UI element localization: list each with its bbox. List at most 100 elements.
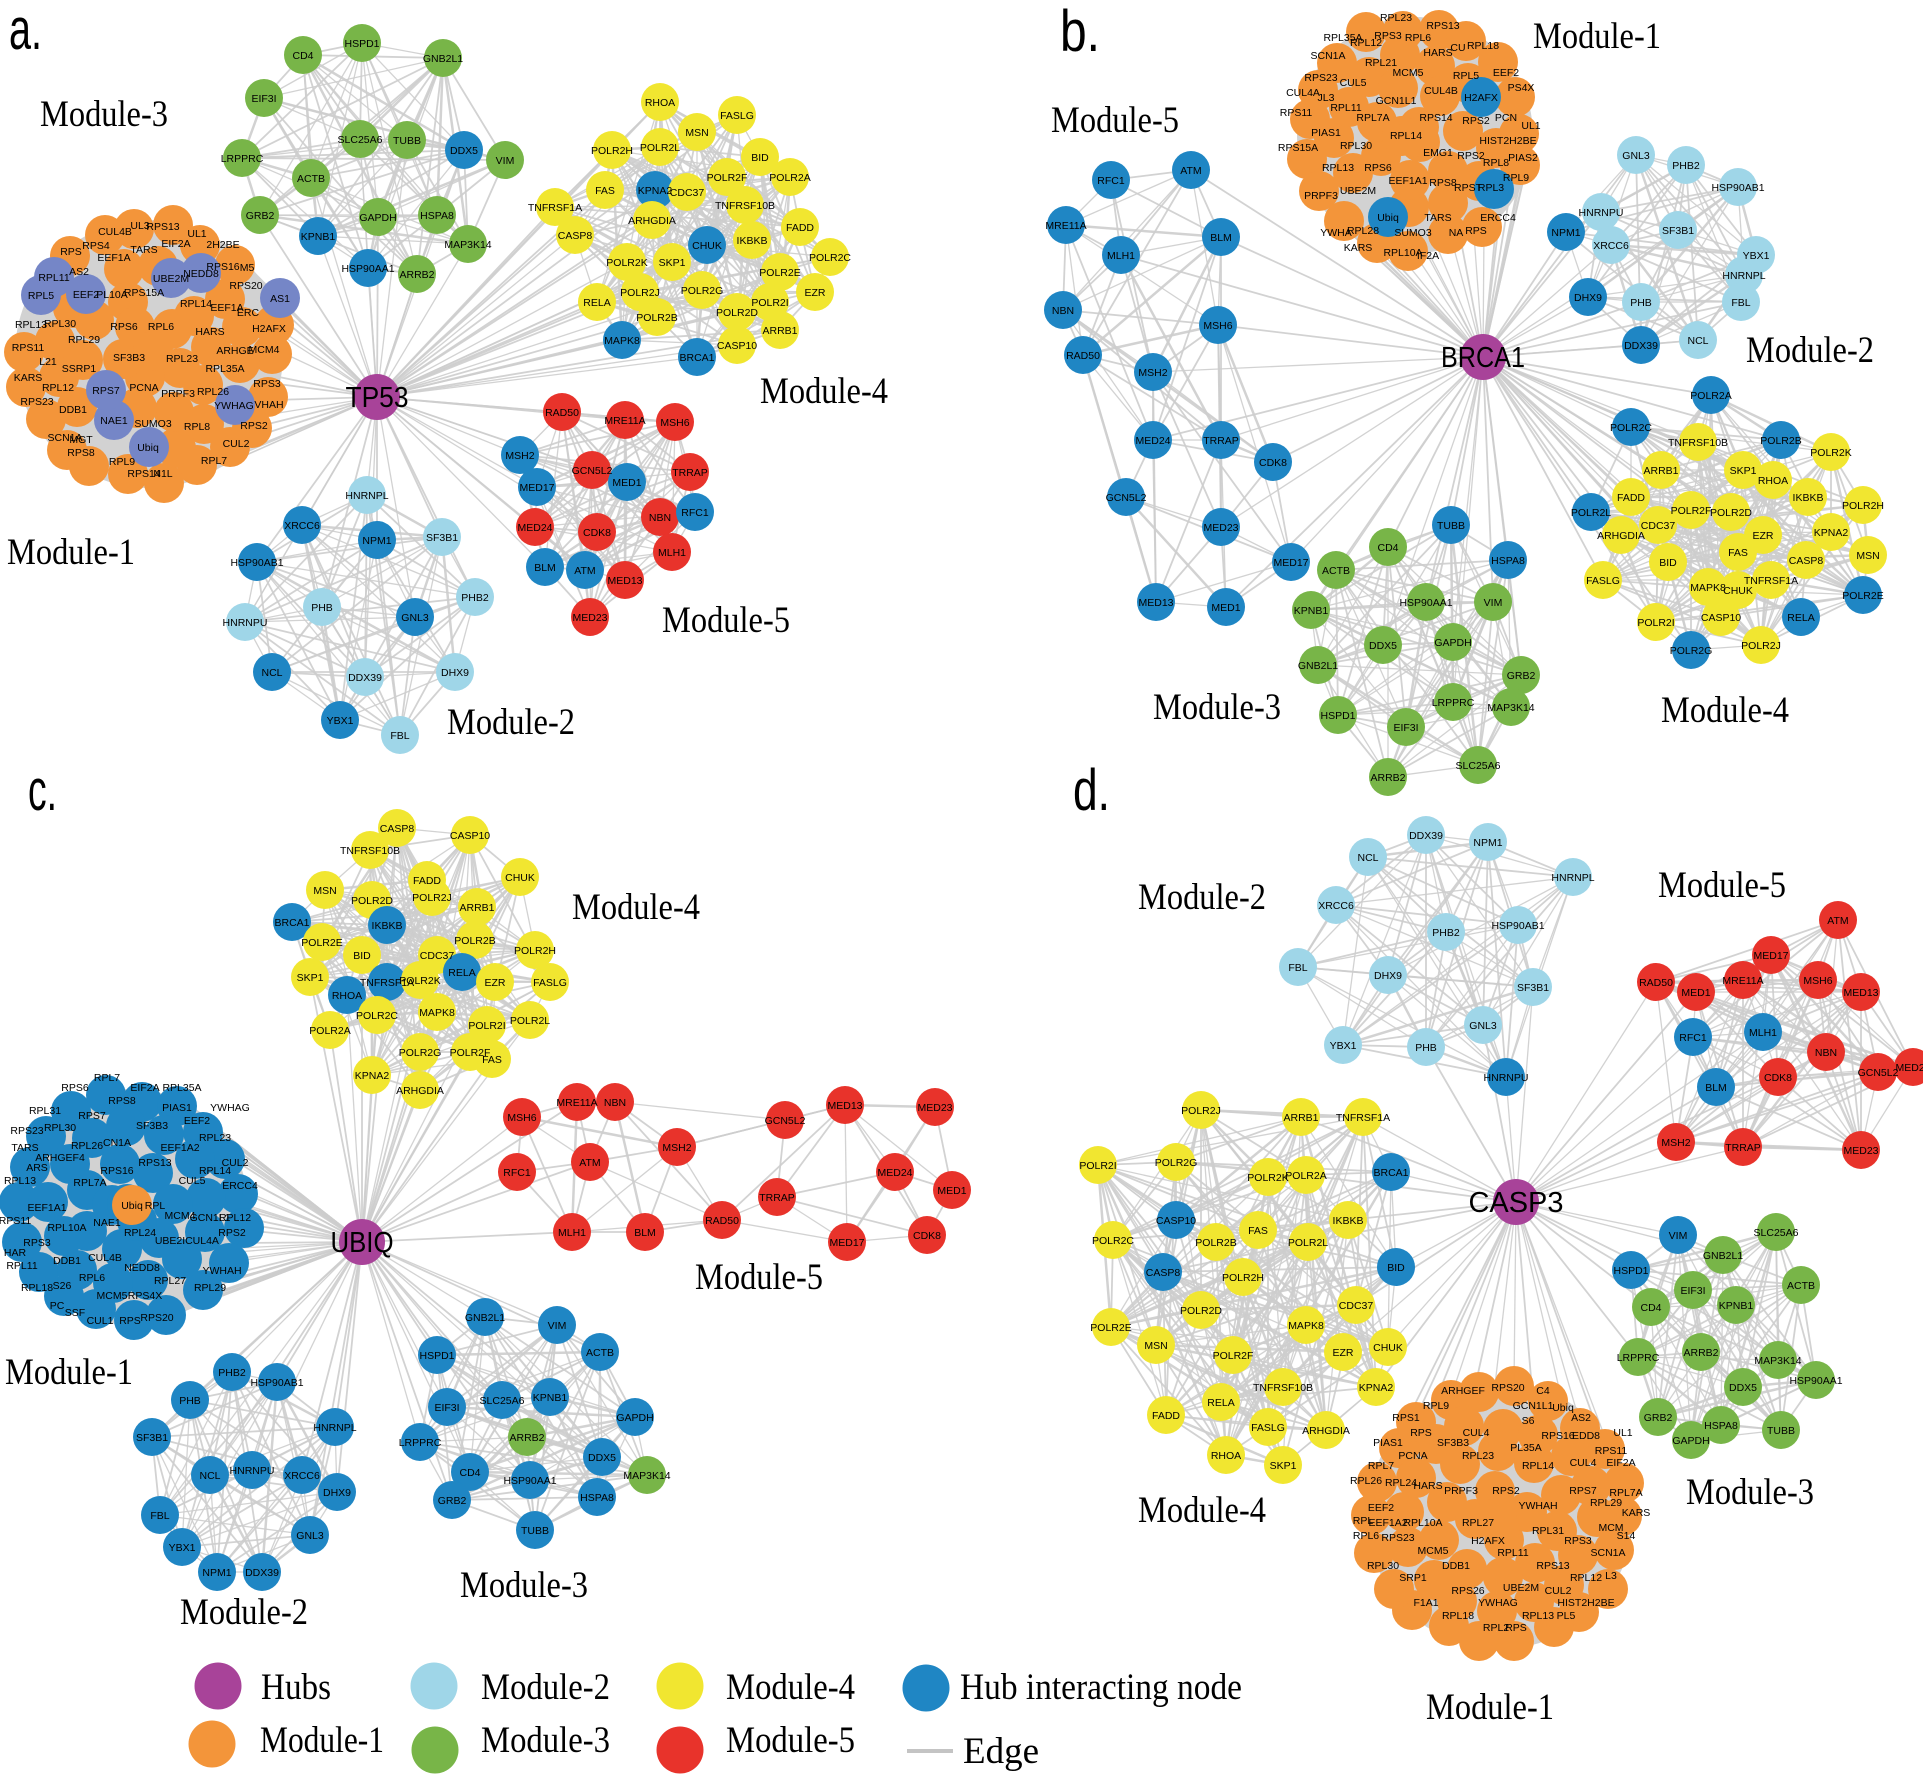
svg-text:POLR2G: POLR2G: [681, 285, 724, 297]
svg-text:MED17: MED17: [829, 1237, 864, 1249]
svg-text:POLR2F: POLR2F: [1213, 1350, 1254, 1362]
svg-text:AS1: AS1: [270, 293, 290, 305]
svg-text:HSP90AA1: HSP90AA1: [341, 263, 394, 275]
svg-text:PL5: PL5: [1557, 1610, 1576, 1622]
svg-text:SUMO3: SUMO3: [1394, 227, 1432, 239]
svg-text:HSPD1: HSPD1: [344, 38, 379, 50]
svg-text:NPM1: NPM1: [1473, 837, 1502, 849]
svg-text:MED1: MED1: [612, 477, 641, 489]
svg-text:VIM: VIM: [548, 1320, 567, 1332]
svg-text:GRB2: GRB2: [1644, 1412, 1673, 1424]
svg-text:GNB2L1: GNB2L1: [1298, 660, 1338, 672]
svg-text:RPS13: RPS13: [138, 1157, 171, 1169]
svg-text:MSH2: MSH2: [505, 450, 534, 462]
svg-text:S14: S14: [1617, 1530, 1636, 1542]
svg-text:HSPA8: HSPA8: [580, 1492, 614, 1504]
svg-text:Module-1: Module-1: [5, 1352, 133, 1393]
svg-text:CDK8: CDK8: [1259, 457, 1287, 469]
svg-text:CDC37: CDC37: [670, 187, 705, 199]
svg-text:SLC25A6: SLC25A6: [1754, 1227, 1799, 1239]
svg-text:EEF2: EEF2: [73, 289, 99, 301]
svg-text:RPL23: RPL23: [1380, 12, 1412, 24]
svg-text:DDX39: DDX39: [1624, 340, 1658, 352]
svg-text:BLM: BLM: [1705, 1082, 1727, 1094]
svg-text:NPM1: NPM1: [202, 1567, 231, 1579]
svg-text:RPL13: RPL13: [15, 319, 47, 331]
svg-text:NBN: NBN: [604, 1097, 626, 1109]
svg-text:RPL7: RPL7: [201, 455, 227, 467]
svg-text:TARS: TARS: [11, 1142, 38, 1154]
svg-text:CUL4A: CUL4A: [1286, 87, 1320, 99]
svg-text:EEF2: EEF2: [184, 1115, 210, 1127]
svg-text:RHOA: RHOA: [1211, 1450, 1241, 1462]
svg-text:ACTB: ACTB: [297, 173, 325, 185]
svg-text:MAP3K14: MAP3K14: [444, 239, 491, 251]
svg-text:RELA: RELA: [448, 967, 475, 979]
svg-text:POLR2I: POLR2I: [468, 1020, 505, 1032]
svg-text:RPL11: RPL11: [1330, 102, 1361, 114]
svg-text:DDX39: DDX39: [245, 1567, 279, 1579]
svg-text:RPL26: RPL26: [197, 386, 229, 398]
svg-text:RPS2: RPS2: [1457, 150, 1485, 162]
svg-text:RPL29: RPL29: [1590, 1497, 1622, 1509]
svg-text:EEF1A: EEF1A: [210, 302, 243, 314]
svg-text:RPS11: RPS11: [1595, 1445, 1628, 1457]
svg-text:IF2A: IF2A: [1417, 250, 1439, 262]
svg-text:HNRNPL: HNRNPL: [1722, 270, 1765, 282]
svg-text:RPS23: RPS23: [20, 396, 53, 408]
svg-text:MCM5: MCM5: [1418, 1545, 1449, 1557]
svg-text:SF3B3: SF3B3: [136, 1120, 168, 1132]
svg-text:RPS: RPS: [1505, 1622, 1527, 1634]
svg-text:MLH1: MLH1: [1107, 250, 1135, 262]
svg-text:GNL3: GNL3: [1622, 150, 1650, 162]
svg-text:POLR2E: POLR2E: [1842, 590, 1883, 602]
svg-text:FAS: FAS: [482, 1054, 502, 1066]
svg-text:YWHAG: YWHAG: [210, 1102, 250, 1114]
svg-text:TNFRSF1A: TNFRSF1A: [1744, 575, 1798, 587]
svg-text:CDC37: CDC37: [1339, 1300, 1374, 1312]
svg-text:RPL27: RPL27: [154, 1275, 186, 1287]
svg-text:RAD50: RAD50: [1639, 977, 1673, 989]
svg-text:RPS13: RPS13: [1536, 1560, 1569, 1572]
svg-text:RPS3: RPS3: [1374, 30, 1402, 42]
svg-text:RPL27: RPL27: [1462, 1517, 1494, 1529]
svg-text:BID: BID: [353, 950, 371, 962]
svg-text:SKP1: SKP1: [659, 257, 686, 269]
svg-text:MSH2: MSH2: [1661, 1137, 1690, 1149]
svg-text:PRPF3: PRPF3: [161, 388, 195, 400]
svg-text:FBL: FBL: [150, 1510, 169, 1522]
svg-text:CHUK: CHUK: [1373, 1342, 1403, 1354]
svg-text:IKBKB: IKBKB: [1793, 492, 1824, 504]
svg-text:SRP1: SRP1: [1399, 1572, 1427, 1584]
svg-text:TUBB: TUBB: [1767, 1425, 1795, 1437]
svg-text:HSP90AA1: HSP90AA1: [1789, 1375, 1842, 1387]
svg-text:CU: CU: [1450, 42, 1465, 54]
svg-text:Module-5: Module-5: [695, 1257, 823, 1298]
svg-text:CDC37: CDC37: [420, 950, 455, 962]
svg-text:2H2BE: 2H2BE: [206, 239, 239, 251]
svg-text:PHB2: PHB2: [1672, 160, 1700, 172]
svg-text:ATM: ATM: [579, 1157, 600, 1169]
svg-text:FBL: FBL: [1288, 962, 1307, 974]
svg-text:MED13: MED13: [607, 575, 642, 587]
svg-text:MED23: MED23: [1203, 522, 1238, 534]
svg-text:SUMO3: SUMO3: [134, 418, 172, 430]
svg-text:NBN: NBN: [1052, 305, 1074, 317]
svg-text:Module-2: Module-2: [447, 702, 575, 743]
svg-text:Module-5: Module-5: [662, 600, 790, 641]
svg-text:FASLG: FASLG: [533, 977, 567, 989]
svg-text:CDC37: CDC37: [1641, 520, 1676, 532]
svg-text:RPL11: RPL11: [38, 272, 69, 284]
svg-text:GNL3: GNL3: [401, 612, 429, 624]
svg-text:RPS: RPS: [1410, 1427, 1432, 1439]
svg-text:POLR2F: POLR2F: [707, 172, 748, 184]
svg-text:L3: L3: [1605, 1570, 1617, 1582]
svg-text:MSN: MSN: [685, 127, 708, 139]
svg-text:FBL: FBL: [390, 730, 409, 742]
svg-text:MED24: MED24: [877, 1167, 912, 1179]
svg-text:GRB2: GRB2: [1507, 670, 1536, 682]
svg-text:NEDD8: NEDD8: [183, 268, 219, 280]
svg-text:FASLG: FASLG: [720, 110, 754, 122]
svg-text:KPNA2: KPNA2: [1814, 527, 1849, 539]
svg-text:NPM1: NPM1: [362, 535, 391, 547]
